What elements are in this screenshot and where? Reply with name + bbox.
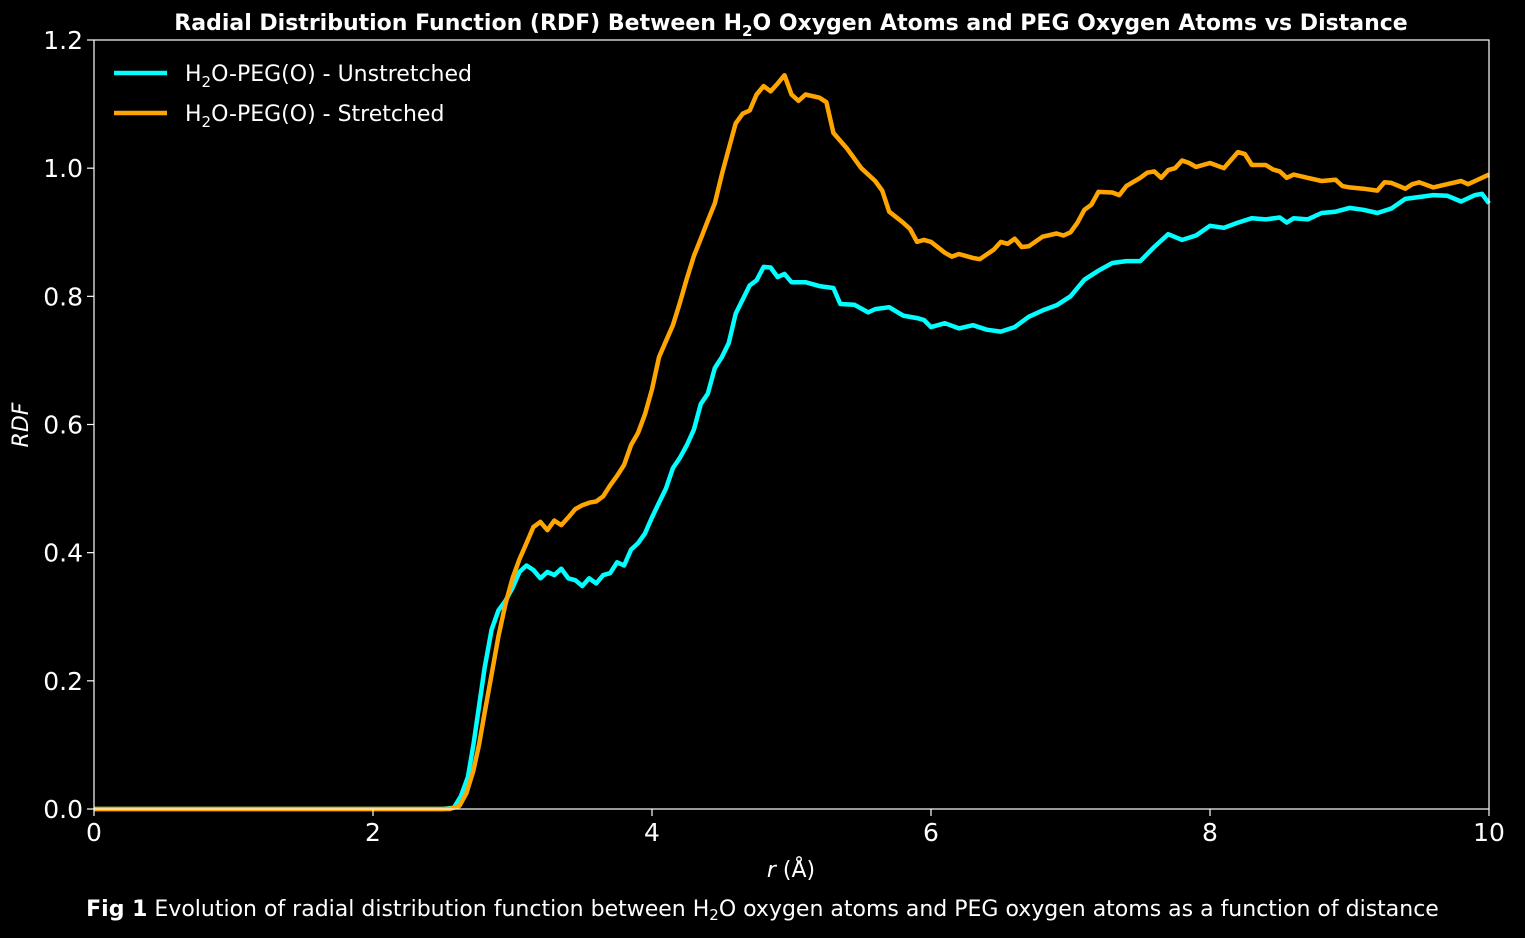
y-tick-label: 0.0: [43, 795, 83, 824]
caption-text-pre: Evolution of radial distribution functio…: [147, 897, 710, 922]
caption-text-post: O oxygen atoms and PEG oxygen atoms as a…: [718, 897, 1439, 922]
legend: H2O-PEG(O) - Unstretched H2O-PEG(O) - St…: [114, 62, 472, 131]
plot-frame: [93, 39, 1490, 810]
x-tick-label: 8: [1202, 818, 1218, 847]
y-tick-label: 0.8: [43, 282, 83, 311]
x-tick-label: 2: [365, 818, 381, 847]
series-line-stretched: [94, 72, 1490, 812]
x-tick-label: 0: [86, 818, 102, 847]
y-tick-label: 0.4: [43, 539, 83, 568]
caption-text-sub: 2: [709, 906, 719, 924]
figure-label: Fig 1: [86, 897, 148, 922]
y-tick-label: 1.2: [43, 26, 83, 55]
legend-label-stretched: H2O-PEG(O) - Stretched: [185, 102, 444, 131]
series-layer: [94, 72, 1491, 812]
legend-label-unstretched: H2O-PEG(O) - Unstretched: [185, 62, 472, 91]
x-tick-label: 4: [644, 818, 660, 847]
tick-layer: 0 2 4 6 8 10 0.0 0.2 0.4 0.6 0.8 1.0 1.2: [43, 26, 1505, 847]
x-tick-label: 10: [1473, 818, 1505, 847]
x-tick-label: 6: [923, 818, 939, 847]
y-tick-label: 0.2: [43, 667, 83, 696]
figure-caption: Fig 1 Evolution of radial distribution f…: [0, 897, 1525, 924]
series-line-unstretched: [94, 191, 1491, 812]
y-tick-label: 0.6: [43, 411, 83, 440]
y-tick-label: 1.0: [43, 154, 83, 183]
chart-title: Radial Distribution Function (RDF) Betwe…: [174, 11, 1407, 40]
x-axis-label: r (Å): [767, 856, 815, 883]
y-axis-label: RDF: [9, 402, 34, 447]
